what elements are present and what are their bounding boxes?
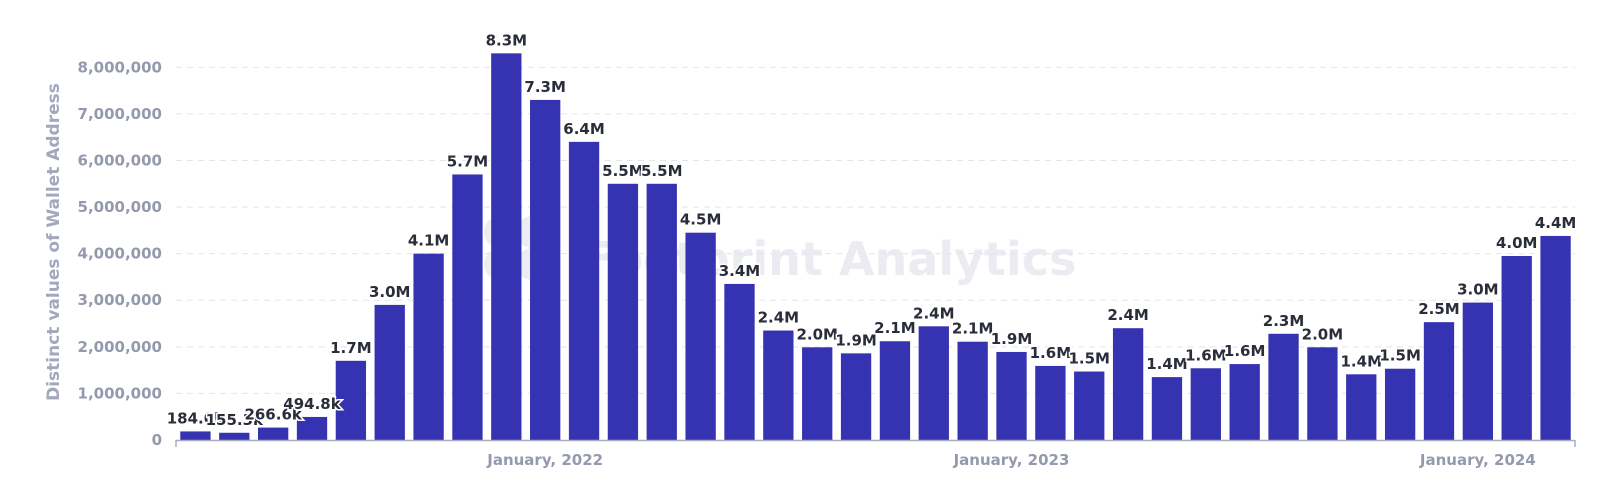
data-label: 5.5M [602,162,644,180]
bar[interactable] [1307,347,1338,440]
data-label: 2.1M [952,320,994,338]
data-label: 155.3k [206,411,264,429]
bar[interactable] [607,183,639,440]
bar[interactable] [763,330,794,440]
data-label: 1.5M [1379,347,1421,365]
bar[interactable] [802,347,833,440]
bar[interactable] [257,427,289,440]
data-label: 1.9M [991,330,1033,348]
data-label: 4.1M [408,232,450,250]
bar[interactable] [530,99,561,441]
data-label: 3.0M [369,283,411,301]
bar[interactable] [957,341,988,440]
data-label: 6.4M [563,120,605,138]
y-tick-label: 4,000,000 [78,245,162,263]
bar[interactable] [1501,255,1532,440]
data-label: 3.0M [1457,281,1499,299]
data-label: 4.5M [680,211,722,229]
data-label: 2.1M [874,319,916,337]
y-tick-label: 1,000,000 [78,384,162,402]
data-label: 2.5M [1418,300,1460,318]
data-label: 2.0M [1302,325,1344,343]
x-tick-label: January, 2024 [1419,451,1536,469]
data-label: 1.7M [330,339,372,357]
data-label: 5.7M [447,152,489,170]
y-tick-label: 8,000,000 [78,58,162,76]
bar[interactable] [413,253,444,440]
data-label: 1.9M [835,331,877,349]
y-tick-label: 3,000,000 [78,291,162,309]
bar[interactable] [1540,235,1571,440]
y-tick-label: 5,000,000 [78,198,162,216]
data-label: 5.5M [641,162,683,180]
data-label: 1.6M [1185,346,1227,364]
data-label: 4.0M [1496,234,1538,252]
bar[interactable] [918,326,949,440]
data-label: 4.4M [1535,214,1577,232]
data-label: 2.4M [913,304,955,322]
data-label: 1.5M [1068,350,1110,368]
bar[interactable] [491,53,522,441]
bar[interactable] [840,353,872,440]
bar[interactable] [1074,371,1105,440]
bar[interactable] [1423,322,1455,440]
data-label: 2.0M [796,325,838,343]
bar[interactable] [1462,302,1494,440]
data-label: 1.6M [1030,344,1072,362]
bar[interactable] [1268,333,1299,440]
data-label: 184.0k [167,409,225,427]
bar[interactable] [374,304,405,440]
data-label: 1.4M [1341,352,1383,370]
data-label: 494.8k [283,395,341,413]
y-tick-label: 0 [152,431,162,449]
data-label: 2.4M [758,309,800,327]
bar[interactable] [219,432,250,440]
bar[interactable] [646,183,677,440]
bar[interactable] [685,232,716,440]
x-tick-label: January, 2023 [953,451,1070,469]
x-tick-label: January, 2022 [486,451,603,469]
bar[interactable] [879,341,911,440]
bar[interactable] [724,283,755,440]
data-label: 1.6M [1224,342,1266,360]
bar[interactable] [1229,364,1260,440]
data-label: 8.3M [486,31,528,49]
bar[interactable] [568,141,600,441]
y-axis-label: Distinct values of Wallet Address [44,83,64,401]
data-label: 7.3M [524,78,566,96]
data-label: 3.4M [719,262,761,280]
y-tick-label: 2,000,000 [78,338,162,356]
bar[interactable] [996,351,1027,440]
bar[interactable] [335,360,367,440]
data-label: 2.3M [1263,312,1305,330]
bar[interactable] [1384,368,1416,440]
bar[interactable] [296,416,328,440]
y-tick-label: 6,000,000 [78,151,162,169]
bar[interactable] [1346,374,1377,440]
bar[interactable] [180,431,211,440]
data-label: 1.4M [1146,355,1188,373]
data-label: 2.4M [1107,306,1149,324]
bar[interactable] [1035,365,1066,440]
bar[interactable] [1190,368,1221,440]
bar[interactable] [452,174,483,440]
bar[interactable] [1112,328,1144,440]
bar[interactable] [1151,377,1183,440]
y-tick-label: 7,000,000 [78,105,162,123]
data-label: 266.6k [244,406,302,424]
